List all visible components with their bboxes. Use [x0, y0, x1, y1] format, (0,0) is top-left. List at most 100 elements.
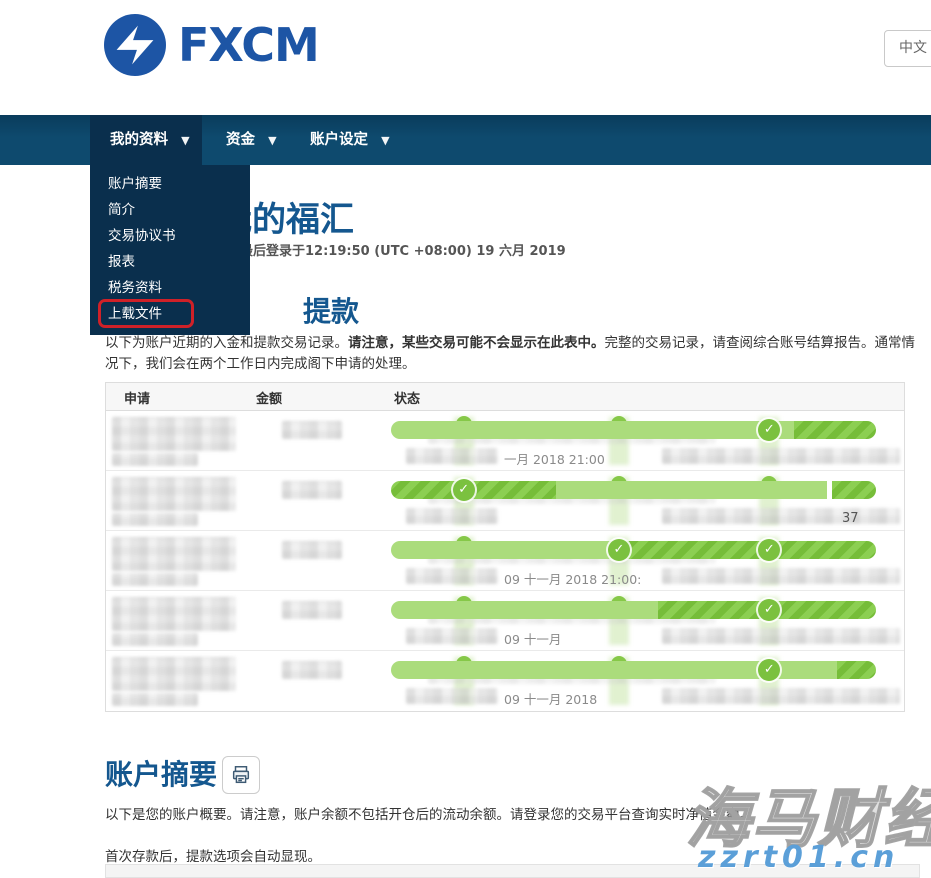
- blurred-application-text-line2: [112, 633, 198, 646]
- dropdown-item-profile[interactable]: 简介: [108, 202, 135, 218]
- nav-item-label: 资金: [226, 132, 255, 148]
- progress-segment-striped: [793, 421, 876, 439]
- row-date: 一月 2018 21:00: [504, 452, 605, 467]
- table-row: ✓ ✓ 09 十一月 2018 21:00:: [106, 531, 904, 591]
- withdraw-section-description: 以下为账户近期的入金和提款交易记录。请注意，某些交易可能不会显示在此表中。完整的…: [105, 333, 920, 375]
- blurred-amount-text: [282, 541, 342, 559]
- row-date: 09 十一月 2018: [504, 692, 598, 707]
- table-row: ✓ 37: [106, 471, 904, 531]
- table-row: ✓ 09 十一月 2018: [106, 651, 904, 711]
- progress-bar: ✓: [391, 476, 876, 501]
- progress-track: [391, 601, 876, 619]
- checkmark-icon: ✓: [758, 539, 781, 561]
- chevron-down-icon: ▼: [381, 134, 390, 147]
- nav-item-label: 账户设定: [310, 132, 368, 148]
- blurred-status-text-right: [662, 568, 900, 584]
- blurred-application-text-line2: [112, 693, 198, 706]
- checkmark-icon: ✓: [758, 599, 781, 621]
- withdraw-table: 申请 金额 状态 ✓ 一月 2018 21:00: [105, 382, 905, 712]
- progress-track: [391, 661, 876, 679]
- blurred-application-text-line2: [112, 513, 198, 526]
- progress-segment-striped: [618, 541, 876, 559]
- blurred-application-text: [112, 657, 236, 691]
- progress-bar: ✓ ✓: [391, 536, 876, 561]
- desc-normal: 完整的交易记录，请查阅综合账号结算报告。通常情况下，我们会在两个工作日内完成阁下…: [105, 335, 915, 372]
- blurred-status-text-left: [406, 688, 498, 704]
- blurred-amount-text: [282, 661, 342, 679]
- last-login-text: 最后登录于12:19:50 (UTC +08:00) 19 六月 2019: [240, 244, 566, 259]
- blurred-status-text-right: [662, 688, 900, 704]
- dropdown-item-reports[interactable]: 报表: [108, 254, 135, 270]
- checkmark-icon: ✓: [758, 419, 781, 441]
- language-switch-button[interactable]: 中文: [884, 30, 931, 67]
- dropdown-item-trading-agreements[interactable]: 交易协议书: [108, 228, 176, 244]
- blurred-amount-text: [282, 481, 342, 499]
- progress-segment-solid: [391, 421, 794, 439]
- blurred-application-text: [112, 417, 236, 451]
- blurred-status-text-left: [406, 448, 498, 464]
- print-button[interactable]: [222, 756, 260, 794]
- blurred-application-text-line2: [112, 573, 198, 586]
- blurred-status-text-right: [662, 448, 900, 464]
- desc-normal: 以下为账户近期的入金和提款交易记录。: [105, 335, 348, 351]
- checkmark-icon: ✓: [607, 539, 630, 561]
- progress-segment-solid: [391, 661, 838, 679]
- progress-bar: ✓: [391, 416, 876, 441]
- row-date: 09 十一月 2018 21:00:: [504, 572, 642, 587]
- progress-segment-striped: [832, 481, 876, 499]
- printer-icon: [232, 766, 250, 784]
- withdraw-table-body: ✓ 一月 2018 21:00 ✓ 37: [106, 411, 904, 711]
- table-row: ✓ 一月 2018 21:00: [106, 411, 904, 471]
- nav-item-label: 我的资料: [110, 132, 168, 148]
- blurred-application-text-line2: [112, 453, 198, 466]
- nav-item-account-settings[interactable]: 账户设定 ▼: [290, 115, 410, 165]
- blurred-application-text: [112, 537, 236, 571]
- progress-segment-solid: [391, 601, 658, 619]
- checkmark-icon: ✓: [758, 659, 781, 681]
- col-header-application: 申请: [124, 392, 151, 407]
- blurred-status-text-left: [406, 508, 498, 524]
- progress-track: [391, 541, 876, 559]
- col-header-amount: 金额: [256, 392, 283, 407]
- progress-segment-striped: [837, 661, 876, 679]
- progress-bar: ✓: [391, 596, 876, 621]
- nav-item-my-profile[interactable]: 我的资料 ▼: [90, 115, 202, 165]
- fxcm-logo[interactable]: FXCM: [104, 14, 320, 76]
- blurred-application-text: [112, 477, 236, 511]
- row-right-fragment: 37: [842, 511, 859, 526]
- checkmark-icon: ✓: [452, 479, 475, 501]
- dropdown-item-account-summary[interactable]: 账户摘要: [108, 176, 162, 192]
- next-table-header-partial: [105, 864, 920, 878]
- chevron-down-icon: ▼: [181, 134, 190, 147]
- table-row: ✓ 09 十一月: [106, 591, 904, 651]
- withdraw-table-header: 申请 金额 状态: [106, 383, 904, 411]
- my-profile-dropdown-menu: 账户摘要 简介 交易协议书 报表 税务资料 上载文件: [90, 165, 250, 335]
- blurred-amount-text: [282, 421, 342, 439]
- main-nav: 我的资料 ▼ 资金 ▼ 账户设定 ▼: [0, 115, 931, 165]
- fxcm-logo-icon: [104, 14, 166, 76]
- progress-track: [391, 421, 876, 439]
- blurred-status-text-left: [406, 568, 498, 584]
- blurred-amount-text: [282, 601, 342, 619]
- blurred-status-text-right: [662, 508, 900, 524]
- nav-item-funds[interactable]: 资金 ▼: [206, 115, 297, 165]
- chevron-down-icon: ▼: [268, 134, 277, 147]
- desc-bold: 请注意，某些交易可能不会显示在此表中。: [348, 335, 605, 351]
- dropdown-item-upload-documents[interactable]: 上载文件: [90, 299, 250, 328]
- withdraw-section-title: 提款: [303, 295, 360, 328]
- fxcm-logo-text: FXCM: [178, 18, 320, 72]
- col-header-status: 状态: [394, 392, 421, 407]
- dropdown-item-label: 上载文件: [108, 306, 162, 322]
- progress-segment-solid: [391, 541, 619, 559]
- blurred-status-text-left: [406, 628, 498, 644]
- progress-segment-solid: [555, 481, 828, 499]
- summary-description-2: 首次存款后，提款选项会自动显现。: [105, 849, 321, 865]
- blurred-application-text: [112, 597, 236, 631]
- row-date: 09 十一月: [504, 632, 562, 647]
- blurred-status-text-right: [662, 628, 900, 644]
- progress-bar: ✓: [391, 656, 876, 681]
- dropdown-item-tax-info[interactable]: 税务资料: [108, 280, 162, 296]
- summary-section-title: 账户摘要: [105, 758, 218, 791]
- summary-description: 以下是您的账户概要。请注意，账户余额不包括开仓后的流动余额。请登录您的交易平台查…: [105, 807, 753, 823]
